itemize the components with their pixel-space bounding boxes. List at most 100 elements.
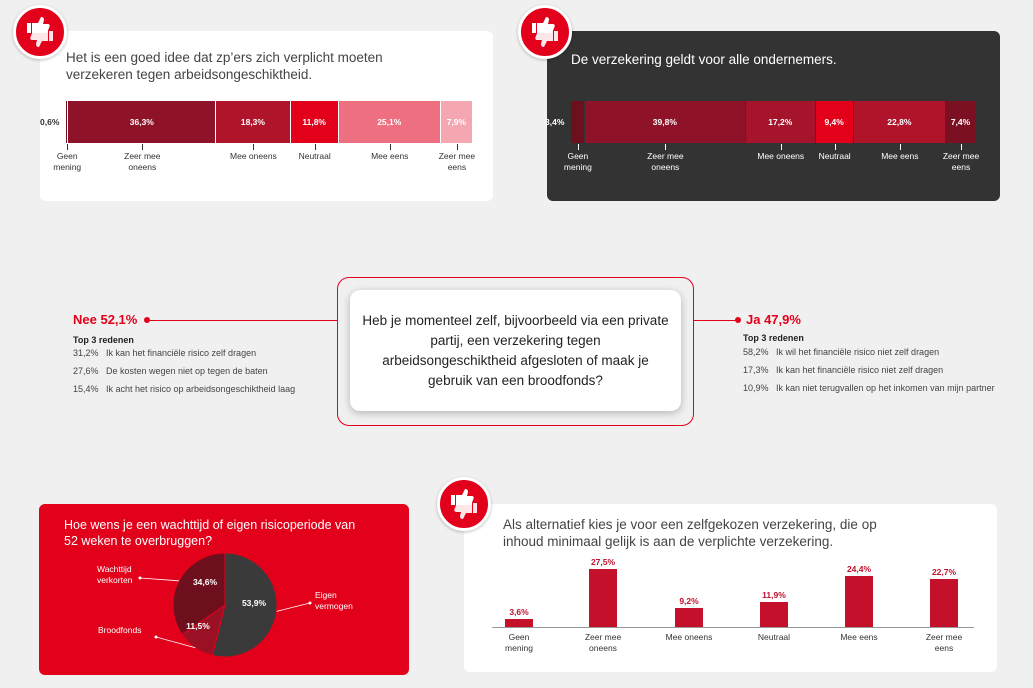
category-tick [314, 144, 316, 150]
thumbs-up-down-icon [451, 489, 477, 519]
category-tick [577, 144, 579, 150]
column-bar [589, 569, 617, 627]
panel1-question-line2: verzekeren tegen arbeidsongeschiktheid. [66, 67, 313, 82]
category-label-line1: Neutraal [818, 151, 851, 161]
category-label: Mee eens [870, 151, 930, 162]
category-label-line2: mening [505, 643, 533, 653]
column-bar [675, 607, 703, 627]
category-tick [456, 144, 458, 150]
category-tick [665, 144, 667, 150]
panel4-baseline [492, 627, 974, 628]
panel4-question-line1: Als alternatief kies je voor een zelfgek… [503, 517, 877, 532]
bar-value-label: 7,4% [950, 117, 971, 127]
category-label-line1: Zeer mee [438, 151, 476, 161]
panel-own-insurance [464, 504, 997, 672]
bar-value-label: 36,3% [129, 117, 154, 127]
reason-text: Ik acht het risico op arbeidsongeschikth… [106, 384, 296, 394]
category-tick [961, 144, 962, 150]
reason-text: Ik kan het financiële risico zelf dragen [106, 348, 257, 358]
reason-item: 31,2% Ik kan het financiële risico zelf d… [73, 348, 256, 358]
category-label: Geen mening [37, 151, 97, 173]
category-label-line2: eens [934, 643, 954, 653]
category-label: Zeer mee eens [427, 151, 487, 173]
category-label-line1: Mee eens [881, 151, 919, 161]
bar-segment: 22,8% [853, 101, 946, 143]
category-label: Zeer mee oneens [112, 151, 172, 173]
column-bar [930, 579, 958, 627]
reason-percent: 27,6% [73, 366, 99, 376]
category-tick [67, 144, 69, 150]
yes-top3-heading: Top 3 redenen [743, 333, 804, 343]
category-label: Zeer mee eens [931, 151, 991, 173]
bar-value-label: 9,4% [824, 117, 844, 127]
category-label: Zeer mee oneens [573, 632, 633, 654]
category-label: Neutraal [285, 151, 345, 162]
bar-segment: 18,3% [216, 101, 290, 143]
category-label: Mee oneens [751, 151, 811, 162]
bar-value-label: 18,3% [240, 117, 265, 127]
center-question-frame [337, 277, 694, 426]
category-label-line1: Geen [56, 151, 78, 161]
bar-value-label: 39,8% [652, 117, 677, 127]
category-label: Geen mening [548, 151, 608, 173]
reason-text: Ik kan het financiële risico niet zelf d… [776, 365, 944, 375]
bar-value-label: 25,1% [377, 117, 402, 127]
thumbs-up-down-badge [518, 5, 572, 59]
category-label-line1: Mee oneens [757, 151, 805, 161]
category-label: Zeer mee oneens [635, 151, 695, 173]
category-label: Zeer mee eens [914, 632, 974, 654]
bar-segment: 25,1% [338, 101, 440, 143]
reason-percent: 17,3% [743, 365, 769, 375]
thumbs-up-down-icon [27, 17, 53, 47]
category-tick [899, 144, 901, 150]
category-label: Mee eens [829, 632, 889, 643]
bar-segment: 39,8% [584, 101, 745, 143]
reason-text: De kosten wegen niet op tegen de baten [106, 366, 268, 376]
panel2-question: De verzekering geldt voor alle onderneme… [571, 52, 837, 67]
reason-percent: 15,4% [73, 384, 99, 394]
panel2-stacked-bar: 39,8% 17,2% 9,4% 22,8% 7,4% [571, 101, 976, 143]
reason-percent: 58,2% [743, 347, 769, 357]
panel1-stacked-bar: 36,3% 18,3% 11,8% 25,1% 7,9% [66, 101, 473, 143]
column-value-label: 27,5% [590, 557, 616, 567]
category-label-line1: Geen [567, 151, 589, 161]
bar-segment: 36,3% [68, 101, 216, 143]
reason-item: 17,3% Ik kan het financiële risico niet z… [743, 365, 943, 375]
panel3-question: Hoe wens je een wachttijd of eigen risic… [64, 517, 355, 549]
reason-item: 27,6% De kosten wegen niet op tegen de ba… [73, 366, 268, 376]
column-value-label: 9,2% [679, 595, 699, 606]
thumbs-up-down-badge [437, 477, 491, 531]
category-label-line1: Zeer mee [124, 151, 161, 161]
bar-value-label: 3,4% [545, 117, 565, 127]
category-tick [142, 144, 144, 150]
bar-value-label: 7,9% [446, 117, 467, 127]
center-question: Heb je momenteel zelf, bijvoorbeeld via … [350, 290, 681, 411]
category-label: Neutraal [805, 151, 865, 162]
category-label: Mee oneens [659, 632, 719, 643]
bar-segment: 7,9% [440, 101, 472, 143]
bar-value-label: 22,8% [887, 117, 912, 127]
category-label-line2: oneens [128, 162, 157, 172]
category-tick [253, 144, 255, 150]
category-tick [834, 144, 836, 150]
category-label: Geen mening [489, 632, 549, 654]
category-label-line2: oneens [589, 643, 617, 653]
column-bar [505, 619, 533, 627]
column-bar [845, 575, 873, 627]
column-bar [760, 601, 788, 627]
panel3-question-line1: Hoe wens je een wachttijd of eigen risic… [64, 518, 356, 532]
category-label-line1: Mee eens [840, 632, 878, 642]
category-label: Neutraal [744, 632, 804, 643]
category-label: Mee oneens [223, 151, 283, 162]
reason-item: 58,2% Ik wil het financiële risico niet z… [743, 347, 939, 357]
yes-heading: Ja 47,9% [746, 312, 801, 327]
column-value-label: 24,4% [846, 563, 872, 574]
connector-no-dot [144, 317, 150, 323]
category-label-line1: Geen [508, 632, 530, 642]
bar-segment [66, 101, 68, 143]
panel1-question: Het is een goed idee dat zp’ers zich ver… [66, 49, 383, 83]
thumbs-up-down-badge [13, 5, 67, 59]
thumbs-up-down-icon [532, 17, 558, 47]
reason-text: Ik kan niet terugvallen op het inkomen v… [776, 383, 995, 393]
category-label: Mee eens [360, 151, 420, 162]
